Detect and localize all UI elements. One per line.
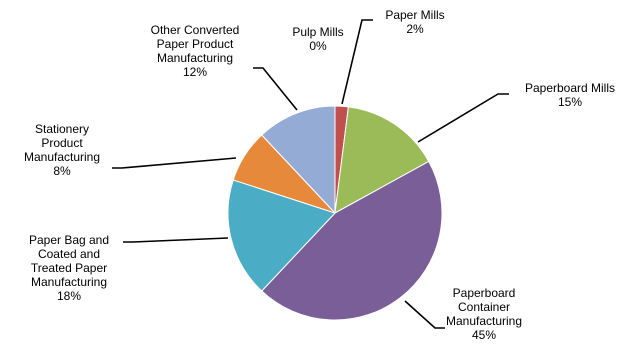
- leader-line-paperboard-mills: [417, 93, 509, 143]
- leader-line-other-converted-paper-product-manufacturing: [253, 67, 298, 111]
- slice-label-stationery-product-manufacturing: Stationery Product Manufacturing 8%: [24, 122, 100, 178]
- slice-labels: Pulp Mills 0% Paper Mills 2% Paperboard Mill…: [24, 8, 615, 342]
- pie-slice-paper-bag-and-coated-and-treated-paper-manufacturing: [227, 179, 336, 292]
- slice-label-paper-mills: Paper Mills 2%: [385, 8, 444, 36]
- leader-line-paper-bag-and-coated-and-treated-paper-manufacturing: [123, 237, 229, 243]
- slice-label-pulp-mills: Pulp Mills 0%: [292, 25, 343, 53]
- pie-slice-other-converted-paper-product-manufacturing: [261, 105, 336, 215]
- pie-slices: [227, 105, 443, 321]
- pie-slice-paperboard-container-manufacturing: [261, 160, 443, 321]
- slice-label-paperboard-container-manufacturing: Paperboard Container Manufacturing 45%: [446, 286, 522, 342]
- leader-line-paper-mills: [341, 19, 373, 105]
- pie-slice-paperboard-mills: [334, 106, 430, 214]
- leader-line-paperboard-container-manufacturing: [404, 300, 445, 329]
- leader-lines: [112, 19, 509, 329]
- slice-label-other-converted-paper-product-manufacturing: Other Converted Paper Product Manufacturin…: [151, 23, 240, 79]
- slice-label-paper-bag-and-coated-and-treated-paper-manufacturing: Paper Bag and Coated and Treated Paper Manu…: [29, 233, 109, 303]
- slice-label-paperboard-mills: Paperboard Mills 15%: [525, 81, 615, 109]
- leader-line-stationery-product-manufacturing: [112, 157, 237, 169]
